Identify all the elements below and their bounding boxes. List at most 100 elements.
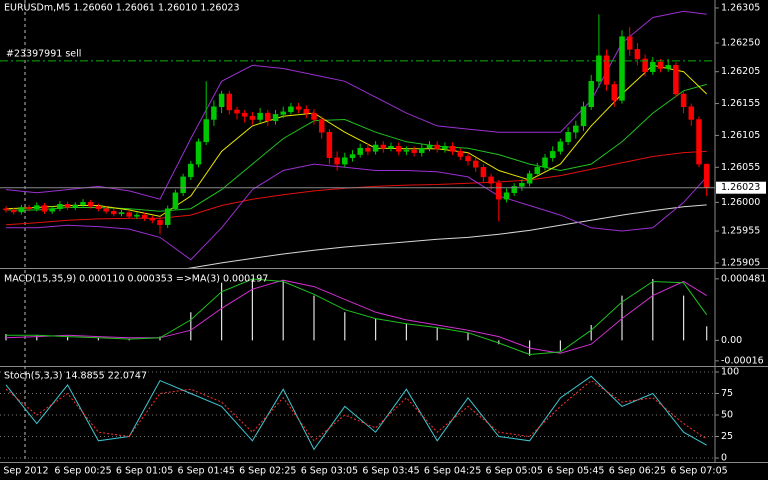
candle-body <box>41 205 48 212</box>
candle-body <box>103 208 109 212</box>
y-tick-label: 0 <box>721 453 727 464</box>
y-tick-label: 1.25905 <box>721 257 760 268</box>
candle-body <box>419 147 425 153</box>
candle-body <box>457 151 464 157</box>
candle-body <box>542 157 548 168</box>
candle-body <box>565 131 571 143</box>
x-tick-label: 6 Sep 01:45 <box>178 466 235 477</box>
indicator-title: MACD(15,35,9) 0.000110 0.000353 =>MA(3) … <box>4 274 268 285</box>
candle-body <box>80 202 86 206</box>
candle-body <box>580 106 587 127</box>
candle-body <box>134 214 140 217</box>
candle-body <box>95 205 102 209</box>
candle-body <box>26 207 32 209</box>
y-tick-label: 0.000481 <box>721 273 766 284</box>
x-tick-label: 6 Sep 03:05 <box>301 466 358 477</box>
candle-body <box>234 109 240 114</box>
indicator-line <box>5 64 708 217</box>
candle-body <box>141 214 148 219</box>
x-tick-label: 6 Sep 05:05 <box>486 466 543 477</box>
y-tick-label: 1.26205 <box>721 66 760 77</box>
candle-body <box>218 93 225 108</box>
candle-body <box>380 144 387 149</box>
candle-body <box>549 151 556 158</box>
candle-body <box>372 144 379 152</box>
candle-body <box>49 208 55 212</box>
candle-body <box>118 212 125 215</box>
candle-body <box>496 182 502 200</box>
indicator-line <box>187 204 707 268</box>
y-tick-label: 100 <box>721 367 739 378</box>
candle-body <box>241 112 248 117</box>
candle-body <box>57 204 63 209</box>
candle-body <box>311 112 317 120</box>
candle-body <box>534 167 541 174</box>
candle-body <box>688 106 695 120</box>
candle-body <box>573 125 579 133</box>
candle-body <box>157 219 163 225</box>
x-tick-label: 6 Sep 03:45 <box>362 466 419 477</box>
y-tick-label: 1.26250 <box>721 38 760 49</box>
candle-body <box>657 61 664 69</box>
candle-body <box>442 146 448 150</box>
candle-body <box>226 93 233 111</box>
candle-body <box>303 109 310 114</box>
current-price-label: 1.26023 <box>721 182 760 193</box>
candle-body <box>519 182 525 187</box>
candle-body <box>472 160 479 168</box>
candle-body <box>603 55 610 85</box>
x-tick-label: 6 Sep 01:05 <box>116 466 173 477</box>
x-tick-label: 6 Sep 00:25 <box>54 466 111 477</box>
candle-body <box>326 131 333 158</box>
current-price-box <box>716 181 766 194</box>
candle-body <box>195 141 202 165</box>
candle-body <box>395 146 402 152</box>
y-tick-label: 1.25955 <box>721 226 760 237</box>
candle-body <box>673 65 679 95</box>
x-tick-label: 6 Sep 06:25 <box>609 466 666 477</box>
candle-body <box>611 84 618 101</box>
candle-body <box>257 112 263 120</box>
x-tick-label: 6 Sep 05:45 <box>547 466 604 477</box>
indicator-line <box>6 163 708 261</box>
indicator-line <box>5 10 707 200</box>
x-tick-label: 5 Sep 2012 <box>0 466 48 477</box>
x-tick-label: 6 Sep 07:05 <box>670 466 727 477</box>
candle-body <box>465 156 471 162</box>
x-tick-label: 6 Sep 04:25 <box>424 466 481 477</box>
y-tick-label: 25 <box>721 431 733 442</box>
candle-body <box>488 176 494 184</box>
candle-body <box>203 119 209 143</box>
candle-body <box>149 218 156 221</box>
candle-body <box>180 176 186 194</box>
chart-title: EURUSDm,M5 1.26060 1.26061 1.26010 1.260… <box>4 3 240 14</box>
candle-body <box>272 114 279 122</box>
candle-body <box>318 119 325 133</box>
candle-body <box>18 207 25 213</box>
candle-body <box>10 209 17 213</box>
indicator-line <box>5 375 707 451</box>
indicator-line <box>5 379 707 442</box>
candle-body <box>634 49 641 60</box>
candle-body <box>87 202 94 207</box>
indicator-line <box>6 83 707 212</box>
candle-body <box>480 167 487 178</box>
candle-body <box>526 173 533 184</box>
y-tick-label: 1.26000 <box>721 197 760 208</box>
indicator-line <box>5 279 707 354</box>
candle-body <box>211 106 217 120</box>
candle-body <box>388 146 394 149</box>
candle-body <box>365 147 371 152</box>
candle-body <box>288 106 294 113</box>
y-tick-label: 1.26155 <box>721 98 760 109</box>
candle-body <box>696 119 702 165</box>
candle-body <box>357 147 363 155</box>
candle-body <box>703 163 710 188</box>
y-tick-label: 75 <box>721 388 733 399</box>
candle-body <box>64 204 71 208</box>
indicator-title: Stoch(5,3,3) 14.8855 22.0747 <box>4 371 147 382</box>
candle-body <box>280 111 286 115</box>
candle-body <box>334 157 340 165</box>
x-tick-label: 6 Sep 02:25 <box>239 466 296 477</box>
